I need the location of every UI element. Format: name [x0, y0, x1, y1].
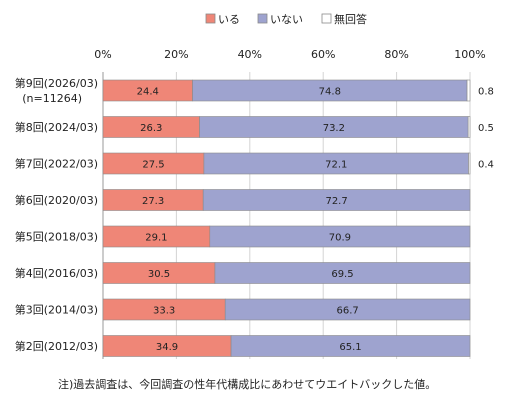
data-label: 74.8 [319, 87, 341, 98]
legend-swatch-0 [205, 13, 216, 24]
data-label: 69.5 [331, 269, 353, 280]
category-sublabel: (n=11264) [22, 92, 82, 105]
data-label: 0.4 [478, 160, 494, 171]
category-label: 第2回(2012/03) [15, 339, 98, 353]
data-label: 73.2 [323, 123, 345, 134]
category-label: 第9回(2026/03) [15, 76, 98, 90]
legend-label-2: 無回答 [334, 12, 367, 26]
data-label: 72.1 [325, 160, 347, 171]
category-label: 第3回(2014/03) [15, 303, 98, 317]
x-tick-label: 0% [94, 48, 111, 61]
x-tick-label: 80% [384, 48, 408, 61]
bar-segment-2 [466, 79, 471, 102]
data-label: 34.9 [156, 342, 178, 353]
footnote: 注)過去調査は、今回調査の性年代構成比にあわせてウエイトバックした値。 [58, 378, 437, 391]
category-label: 第4回(2016/03) [15, 266, 98, 280]
data-label: 29.1 [145, 233, 167, 244]
data-label: 66.7 [336, 306, 358, 317]
data-label: 70.9 [329, 233, 351, 244]
x-tick-label: 20% [164, 48, 188, 61]
x-tick-label: 60% [311, 48, 335, 61]
data-label: 33.3 [153, 306, 175, 317]
category-label: 第5回(2018/03) [15, 230, 98, 244]
bar-segment-1 [214, 262, 471, 284]
bar-segment-1 [209, 225, 471, 248]
data-label: 24.4 [137, 87, 159, 98]
bar-segment-2 [467, 116, 471, 138]
data-label: 65.1 [339, 342, 361, 353]
legend-swatch-1 [257, 13, 268, 24]
data-label: 26.3 [140, 123, 162, 134]
data-label: 30.5 [148, 269, 170, 280]
data-label: 0.5 [478, 123, 494, 134]
data-label: 0.8 [478, 87, 494, 98]
category-label: 第6回(2020/03) [15, 193, 98, 207]
data-label: 27.5 [142, 160, 164, 171]
category-label: 第8回(2024/03) [15, 120, 98, 134]
bar-segment-1 [224, 298, 471, 321]
category-label: 第7回(2022/03) [15, 157, 98, 171]
legend-label-0: いる [218, 13, 240, 26]
legend-swatch-2 [321, 13, 332, 24]
bar-segment-2 [468, 152, 471, 175]
data-label: 27.3 [142, 196, 164, 207]
x-tick-label: 40% [238, 48, 262, 61]
legend-label-1: いない [270, 13, 303, 26]
bar-segment-1 [202, 189, 471, 211]
data-label: 72.7 [325, 196, 347, 207]
bar-segment-1 [230, 335, 471, 357]
x-tick-label: 100% [454, 48, 485, 61]
